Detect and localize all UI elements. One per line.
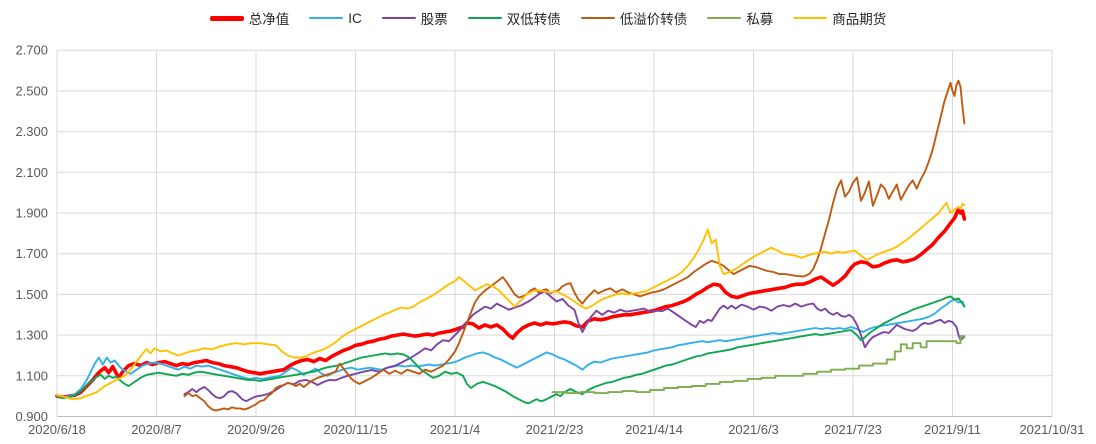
y-tick-label: 1.100 [15, 368, 48, 383]
legend-label: 总净值 [248, 12, 290, 27]
legend-label: 低溢价转债 [619, 12, 688, 27]
y-tick-label: 2.100 [15, 165, 48, 180]
legend-item-总净值: 总净值 [209, 8, 290, 28]
legend-line-swatch [580, 16, 615, 20]
legend-item-私募: 私募 [707, 8, 773, 28]
x-tick-label: 2021/9/11 [924, 422, 981, 437]
legend-item-双低转债: 双低转债 [467, 8, 561, 28]
series-line-总净值 [55, 207, 967, 399]
y-tick-label: 1.300 [15, 328, 48, 343]
legend-item-低溢价转债: 低溢价转债 [580, 8, 688, 28]
legend-label: 商品期货 [832, 12, 887, 27]
legend-label: 私募 [746, 12, 774, 27]
legend-item-股票: 股票 [381, 8, 448, 28]
legend-line-swatch [707, 16, 742, 20]
chart-legend: 总净值 IC 股票 双低转债 低溢价转债 私募 商品期货 [0, 8, 1096, 28]
x-tick-label: 2021/1/4 [430, 422, 481, 437]
series-line-股票 [183, 290, 966, 403]
y-tick-label: 2.300 [15, 124, 48, 139]
x-tick-label: 2021/10/31 [1019, 422, 1084, 437]
x-tick-label: 2021/6/3 [728, 422, 779, 437]
y-tick-label: 2.700 [15, 43, 48, 58]
x-tick-label: 2020/8/7 [131, 422, 182, 437]
x-tick-label: 2021/2/23 [526, 422, 584, 437]
legend-line-swatch [467, 16, 502, 20]
legend-item-IC: IC [309, 11, 362, 26]
x-tick-label: 2020/6/18 [28, 422, 86, 437]
legend-line-swatch [381, 16, 416, 20]
series-line-双低转债 [56, 295, 966, 405]
series-line-IC [56, 298, 966, 399]
legend-label: IC [348, 10, 362, 26]
series-line-商品期货 [56, 201, 966, 401]
y-tick-label: 1.500 [15, 287, 48, 302]
legend-label: 股票 [420, 12, 448, 27]
x-tick-label: 2021/7/23 [824, 422, 882, 437]
x-tick-label: 2020/9/26 [227, 422, 285, 437]
legend-label: 双低转债 [506, 12, 561, 27]
series-line-私募 [551, 335, 966, 395]
y-tick-label: 0.900 [15, 409, 48, 424]
legend-item-商品期货: 商品期货 [793, 8, 886, 28]
x-tick-label: 2020/11/15 [323, 422, 387, 437]
legend-line-swatch [209, 15, 244, 21]
y-tick-label: 2.500 [15, 83, 48, 98]
x-tick-label: 2021/4/14 [625, 422, 683, 437]
legend-line-swatch [309, 16, 344, 20]
legend-line-swatch [793, 16, 828, 20]
series-line-低溢价转债 [183, 79, 966, 412]
y-tick-label: 1.900 [15, 206, 48, 221]
y-tick-label: 1.700 [15, 246, 48, 261]
